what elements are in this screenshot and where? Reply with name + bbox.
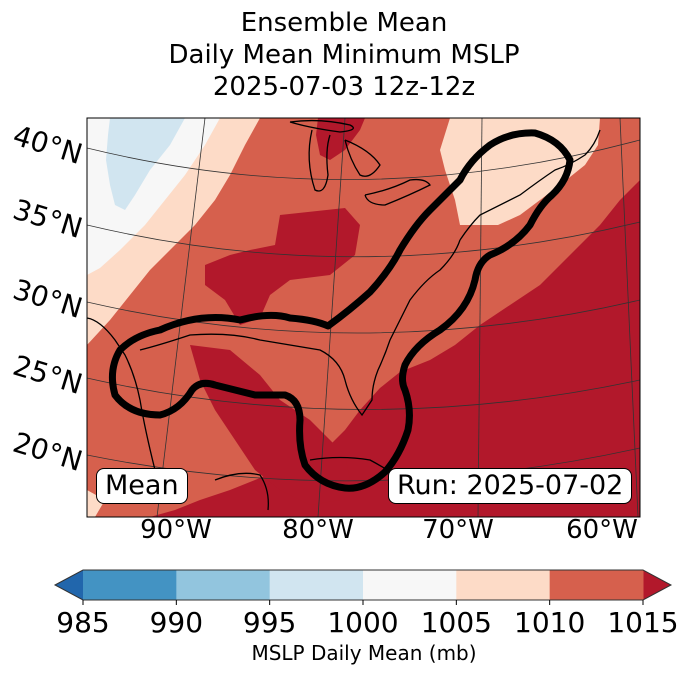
colorbar-segment-985 <box>83 570 177 600</box>
parallel-40n <box>87 139 640 180</box>
great-lake-huron <box>344 139 381 177</box>
lon-label-60w: 60°W <box>566 515 638 545</box>
colorbar-tick-label: 1005 <box>420 606 492 639</box>
region-gt1015-gulf <box>190 345 350 505</box>
graticule <box>87 118 640 517</box>
region-995-1000 <box>106 118 185 210</box>
meridian-80w <box>317 118 346 517</box>
title-line-1: Ensemble Mean <box>240 8 448 38</box>
great-lake-superior <box>289 119 354 133</box>
parallel-25n <box>87 377 640 410</box>
title-line-2: Daily Mean Minimum MSLP <box>168 40 520 70</box>
meridian-60w <box>619 118 639 517</box>
title-line-3: 2025-07-03 12z-12z <box>212 72 476 102</box>
colorbar-extend-low <box>55 570 83 600</box>
colorbar-tick-label: 1000 <box>327 606 399 639</box>
lon-label-90w: 90°W <box>140 515 212 545</box>
map-frame <box>86 117 641 518</box>
parallel-35n <box>87 221 640 258</box>
map-fill <box>87 118 640 517</box>
meridian-70w <box>477 118 483 517</box>
contour-1015 <box>108 129 574 492</box>
coastlines <box>87 119 601 511</box>
colorbar-extend-high <box>643 570 671 600</box>
great-lake-erie <box>364 178 431 206</box>
coastline-gulf <box>87 239 461 501</box>
colorbar-tick-label: 1015 <box>607 606 679 639</box>
coastline-yucatan <box>214 472 269 511</box>
parallel-30n <box>87 299 640 334</box>
colorbar-tick-label: 995 <box>242 606 297 639</box>
colorbar-tick-label: 990 <box>149 606 204 639</box>
colorbar-tick-label: 1010 <box>514 606 586 639</box>
run-date-box: Run: 2025-07-02 <box>388 468 633 504</box>
lon-label-70w: 70°W <box>422 515 494 545</box>
colorbar-segment-995 <box>269 570 364 600</box>
colorbar-segment-990 <box>176 570 271 600</box>
mean-label-box: Mean <box>96 468 188 504</box>
region-1005-1010-sw <box>87 490 105 517</box>
meridian-90w <box>156 118 206 517</box>
colorbar-segment-1010 <box>549 570 644 600</box>
lon-label-80w: 80°W <box>282 515 354 545</box>
colorbar-tick-label: 985 <box>56 606 110 639</box>
great-lake-michigan <box>308 129 331 192</box>
coastline-northeast <box>459 129 601 241</box>
colorbar-segment-1000 <box>363 570 457 600</box>
region-gt1015-midwest <box>205 208 360 325</box>
colorbar-segment-1005 <box>456 570 551 600</box>
colorbar-label: MSLP Daily Mean (mb) <box>251 641 477 665</box>
